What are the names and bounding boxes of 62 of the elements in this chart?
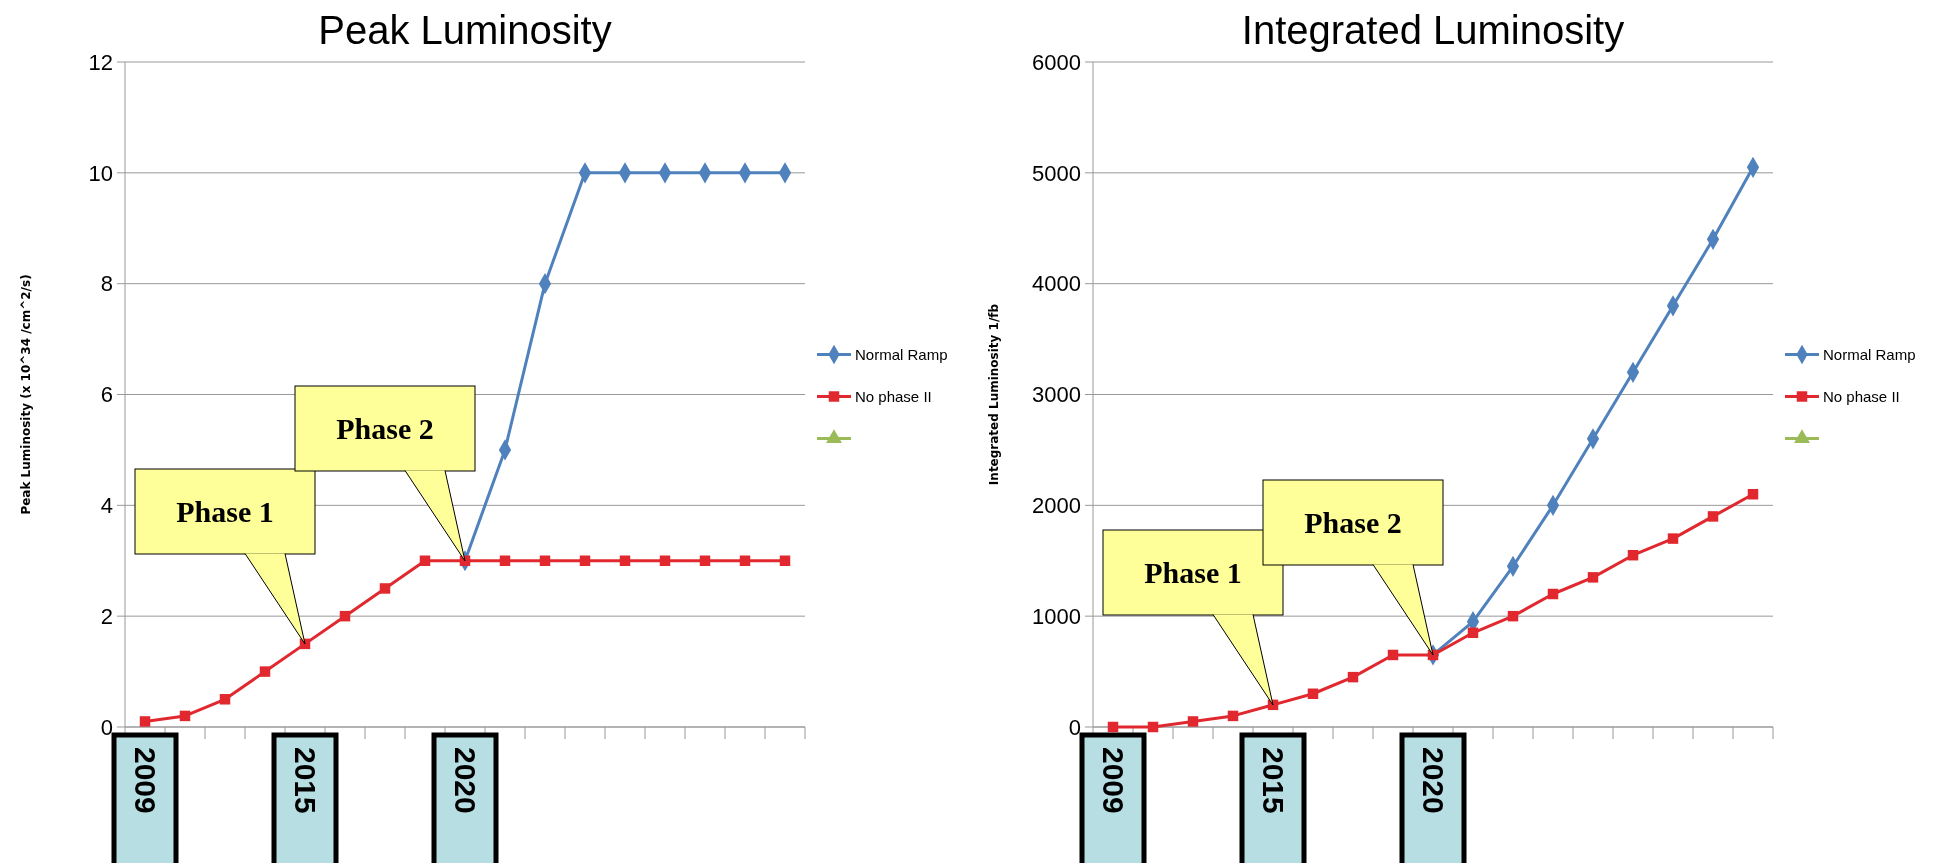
point <box>539 555 551 566</box>
point <box>1707 511 1719 522</box>
point <box>499 555 511 566</box>
point <box>259 666 271 677</box>
legend-label: No phase II <box>1823 387 1900 405</box>
x-tick-label: 2020 <box>448 747 482 814</box>
x-tick-label: 2009 <box>128 747 162 814</box>
y-tick-label: 0 <box>1068 714 1081 740</box>
y-axis-title: Peak Luminosity (x 10^34 /cm^2/s) <box>19 274 33 515</box>
y-tick-label: 2 <box>100 603 113 629</box>
y-tick-label: 2000 <box>1032 493 1081 519</box>
x-tick-label: 2009 <box>1096 747 1130 814</box>
point <box>1467 627 1479 639</box>
point <box>1307 688 1319 699</box>
point <box>339 610 351 622</box>
point <box>379 583 391 594</box>
x-tick-label: 2015 <box>1256 747 1290 814</box>
point <box>1507 610 1519 622</box>
y-tick-label: 6 <box>100 382 113 408</box>
point <box>1107 721 1119 733</box>
point <box>139 716 151 727</box>
x-tick-label: 2020 <box>1416 747 1450 814</box>
point <box>1547 588 1559 600</box>
point <box>1227 710 1239 722</box>
chart-title: Integrated Luminosity <box>1241 8 1625 52</box>
point <box>219 694 231 705</box>
point <box>1747 489 1759 500</box>
x-tick-label: 2015 <box>288 747 322 814</box>
y-axis-title: Integrated Luminosity 1/fb <box>987 303 1001 486</box>
y-tick-label: 1000 <box>1032 603 1081 629</box>
annotation: Phase 1 <box>176 495 274 528</box>
point <box>699 555 711 566</box>
point <box>659 555 671 566</box>
point <box>1347 671 1359 683</box>
y-tick-label: 0 <box>100 714 113 740</box>
point <box>1387 649 1399 661</box>
point <box>1147 721 1159 733</box>
y-tick-label: 5000 <box>1032 160 1081 186</box>
annotation: Phase 2 <box>336 412 434 445</box>
point <box>419 555 431 566</box>
point <box>1667 533 1679 544</box>
y-tick-label: 4000 <box>1032 271 1081 297</box>
y-tick-label: 4 <box>100 493 113 519</box>
point <box>779 555 791 566</box>
point <box>1587 572 1599 583</box>
legend-label: Normal Ramp <box>1823 345 1916 363</box>
legend-label: Normal Ramp <box>855 345 948 363</box>
y-tick-label: 12 <box>88 49 113 75</box>
y-tick-label: 10 <box>88 160 113 186</box>
point <box>179 710 191 722</box>
legend-label: No phase II <box>855 387 932 405</box>
point <box>619 555 631 566</box>
annotation: Phase 2 <box>1304 506 1402 539</box>
annotation: Phase 1 <box>1144 556 1242 589</box>
y-tick-label: 6000 <box>1032 49 1081 75</box>
point <box>579 555 591 566</box>
y-tick-label: 8 <box>100 271 113 297</box>
point <box>739 555 751 566</box>
point <box>1187 716 1199 727</box>
y-tick-label: 3000 <box>1032 382 1081 408</box>
point <box>1627 549 1639 561</box>
chart-title: Peak Luminosity <box>318 8 612 52</box>
